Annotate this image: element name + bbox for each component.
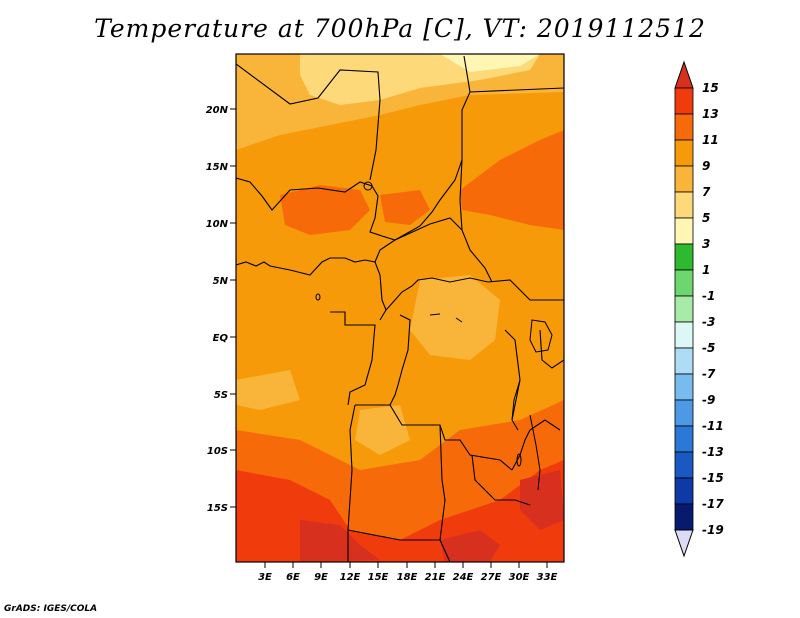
colorbar-swatch <box>674 321 694 349</box>
colorbar-label: 1 <box>702 263 710 277</box>
colorbar-label: 3 <box>702 237 710 251</box>
colorbar-label: -5 <box>702 341 715 355</box>
colorbar-label: -7 <box>702 367 716 381</box>
colorbar-label: -1 <box>702 289 715 303</box>
colorbar-label: -15 <box>702 471 724 485</box>
lat-label: 10N <box>206 219 229 230</box>
lon-label: 27E <box>481 572 502 583</box>
lon-label: 3E <box>258 572 272 583</box>
colorbar-swatch <box>674 373 694 401</box>
map-title: Temperature at 700hPa [C], VT: 201911251… <box>94 14 706 43</box>
colorbar-label: -17 <box>702 497 724 511</box>
colorbar-label: 13 <box>702 107 719 121</box>
lat-label: EQ <box>213 333 229 344</box>
lat-label: 15N <box>206 162 229 173</box>
lat-label: 15S <box>207 503 228 514</box>
lon-label: 9E <box>314 572 328 583</box>
lon-label: 12E <box>340 572 361 583</box>
lat-labels: 20N 15N 10N 5N EQ 5S 10S 15S <box>206 105 229 514</box>
colorbar-swatch <box>674 503 694 531</box>
colorbar-swatch <box>674 347 694 375</box>
lon-label: 6E <box>286 572 300 583</box>
colorbar-swatch <box>674 87 694 115</box>
map-frame <box>235 53 565 563</box>
country-boundaries <box>236 55 564 562</box>
colorbar-label: -19 <box>702 523 724 537</box>
colorbar-swatch <box>674 191 694 219</box>
colorbar-swatch <box>674 165 694 193</box>
lat-label: 5S <box>214 390 228 401</box>
colorbar-label: 15 <box>702 81 719 95</box>
lat-label: 20N <box>206 105 229 116</box>
colorbar-swatch <box>674 139 694 167</box>
lon-label: 18E <box>397 572 418 583</box>
colorbar-swatch <box>674 477 694 505</box>
colorbar-swatch <box>674 425 694 453</box>
colorbar-swatch <box>674 113 694 141</box>
colorbar: 15 13 11 9 7 5 3 1 -1 -3 -5 -7 -9 -11 -13 -15 -17 -19 <box>674 60 724 558</box>
lon-label: 24E <box>453 572 474 583</box>
lat-ticks <box>230 108 236 508</box>
lon-label: 30E <box>509 572 530 583</box>
colorbar-label: -13 <box>702 445 724 459</box>
lon-ticks <box>264 562 548 568</box>
lat-label: 10S <box>207 446 228 457</box>
lon-label: 15E <box>368 572 389 583</box>
colorbar-swatch <box>674 399 694 427</box>
colorbar-bottom-arrow <box>674 529 694 558</box>
colorbar-label: 5 <box>702 211 710 225</box>
colorbar-swatch <box>674 217 694 245</box>
colorbar-top-arrow <box>674 60 694 89</box>
colorbar-swatch <box>674 269 694 297</box>
colorbar-label: -9 <box>702 393 715 407</box>
colorbar-label: -3 <box>702 315 715 329</box>
colorbar-label: 11 <box>702 133 719 147</box>
colorbar-label: 7 <box>702 185 711 199</box>
temperature-field <box>236 54 564 562</box>
grads-credit: GrADS: IGES/COLA <box>4 604 98 614</box>
lat-label: 5N <box>213 276 229 287</box>
colorbar-label: -11 <box>702 419 724 433</box>
colorbar-swatch <box>674 243 694 271</box>
lon-label: 33E <box>537 572 558 583</box>
lakes <box>315 181 553 491</box>
colorbar-label: 9 <box>702 159 710 173</box>
colorbar-swatch <box>674 295 694 323</box>
lon-labels: 3E 6E 9E 12E 15E 18E 21E 24E 27E 30E 33E <box>258 572 557 583</box>
colorbar-swatch <box>674 451 694 479</box>
lon-label: 21E <box>425 572 446 583</box>
